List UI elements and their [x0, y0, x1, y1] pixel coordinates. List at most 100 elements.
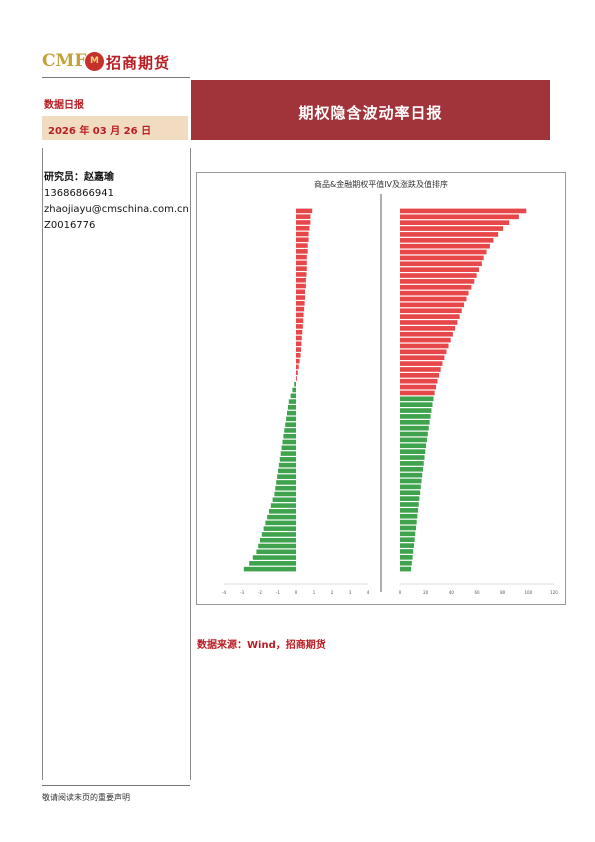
report-date: 2026 年 03 月 26 日 — [48, 126, 152, 137]
left-bar — [296, 214, 311, 219]
right-bar — [400, 490, 421, 496]
left-bar — [281, 445, 296, 451]
left-bar — [296, 237, 309, 243]
right-bar — [400, 414, 431, 419]
left-bar — [275, 485, 296, 491]
left-bar — [296, 376, 297, 381]
right-bar — [400, 384, 437, 390]
left-bar — [256, 549, 296, 555]
right-bar — [400, 320, 458, 325]
left-bar — [296, 254, 307, 260]
left-bar — [283, 433, 296, 439]
right-bar — [400, 402, 433, 408]
left-bar — [261, 532, 296, 537]
analyst-phone: 13686866941 — [44, 188, 114, 199]
right-bar — [400, 531, 416, 537]
left-bar — [296, 353, 301, 358]
left-tick-label: -2 — [258, 590, 262, 595]
left-bar — [265, 520, 296, 526]
right-bar — [400, 273, 477, 278]
analyst-info: 研究员：赵嘉瑜 13686866941 zhaojiayu@cmschina.c… — [44, 170, 189, 234]
logo-cn-text: 招商期货 — [106, 54, 171, 72]
right-bar — [400, 267, 479, 272]
right-bar — [400, 396, 434, 402]
right-bar — [400, 496, 420, 501]
footer-divider — [42, 785, 190, 786]
right-bar — [400, 419, 430, 425]
right-bar — [400, 431, 428, 437]
left-bar — [296, 301, 305, 306]
left-bar — [263, 526, 296, 531]
right-bar — [400, 408, 432, 413]
left-bar — [296, 243, 308, 248]
left-tick-label: 4 — [367, 590, 370, 595]
sidebar — [42, 148, 191, 780]
left-bar — [282, 439, 296, 445]
right-bar — [400, 284, 472, 290]
data-source: 数据来源：Wind，招商期货 — [197, 640, 326, 651]
right-tick-label: 60 — [474, 590, 480, 595]
iv-chart: 商品&金融期权平值IV及涨跌及值排序 -4 -3 -2 -1 0 1 2 3 4 0 20 40 60… — [196, 172, 566, 605]
date-banner: 2026 年 03 月 26 日 — [42, 116, 188, 140]
left-tick-label: -4 — [222, 590, 226, 595]
left-bar — [290, 393, 296, 399]
left-bar — [260, 537, 296, 543]
left-bar — [296, 208, 313, 214]
analyst-license: Z0016776 — [44, 220, 96, 231]
right-bar — [400, 449, 426, 454]
right-bar — [400, 519, 417, 525]
left-bar — [270, 503, 296, 508]
right-bar — [400, 437, 427, 443]
left-bar — [252, 555, 296, 560]
right-bar — [400, 513, 418, 519]
right-bar — [400, 554, 413, 560]
left-bar — [296, 318, 304, 323]
left-bar — [296, 289, 305, 295]
left-bar — [296, 335, 302, 341]
right-tick-label: 20 — [423, 590, 429, 595]
left-bar — [272, 497, 296, 503]
right-bar — [400, 367, 441, 372]
left-bar — [296, 295, 305, 300]
left-bar — [296, 249, 308, 254]
right-bar — [400, 308, 462, 314]
logo-emblem-icon: M — [85, 52, 104, 71]
left-bar — [296, 364, 299, 370]
left-bar — [296, 231, 309, 237]
right-bar — [400, 349, 447, 355]
right-bar — [400, 466, 423, 472]
right-bar — [400, 331, 453, 337]
right-bar — [400, 261, 482, 267]
left-bar — [296, 329, 303, 335]
right-bar — [400, 243, 490, 249]
chart-title: 商品&金融期权平值IV及涨跌及值排序 — [314, 179, 448, 189]
right-bar — [400, 537, 415, 543]
left-bar — [249, 561, 296, 566]
title-banner: 期权隐含波动率日报 — [191, 80, 550, 140]
left-bar — [296, 225, 310, 231]
left-bar — [279, 457, 296, 462]
left-bar — [296, 324, 303, 329]
right-bar — [400, 214, 519, 220]
right-bar — [400, 378, 438, 384]
right-bar — [400, 372, 440, 378]
left-bar — [280, 451, 296, 456]
left-bar — [296, 341, 302, 347]
right-tick-label: 0 — [399, 590, 402, 595]
right-bar — [400, 208, 527, 214]
right-tick-label: 100 — [525, 590, 533, 595]
left-bar — [296, 312, 304, 318]
left-bar — [278, 462, 296, 468]
right-bar — [400, 226, 504, 231]
right-bar — [400, 560, 412, 566]
right-bar — [400, 543, 414, 548]
left-tick-label: -1 — [276, 590, 280, 595]
footer-disclaimer: 敬请阅读末页的重要声明 — [42, 793, 130, 802]
left-bar — [296, 272, 307, 277]
right-bar — [400, 220, 510, 226]
right-bar — [400, 478, 422, 484]
right-bar — [400, 355, 445, 361]
left-bar — [296, 266, 307, 271]
right-bar — [400, 279, 475, 284]
left-bar — [296, 306, 305, 312]
